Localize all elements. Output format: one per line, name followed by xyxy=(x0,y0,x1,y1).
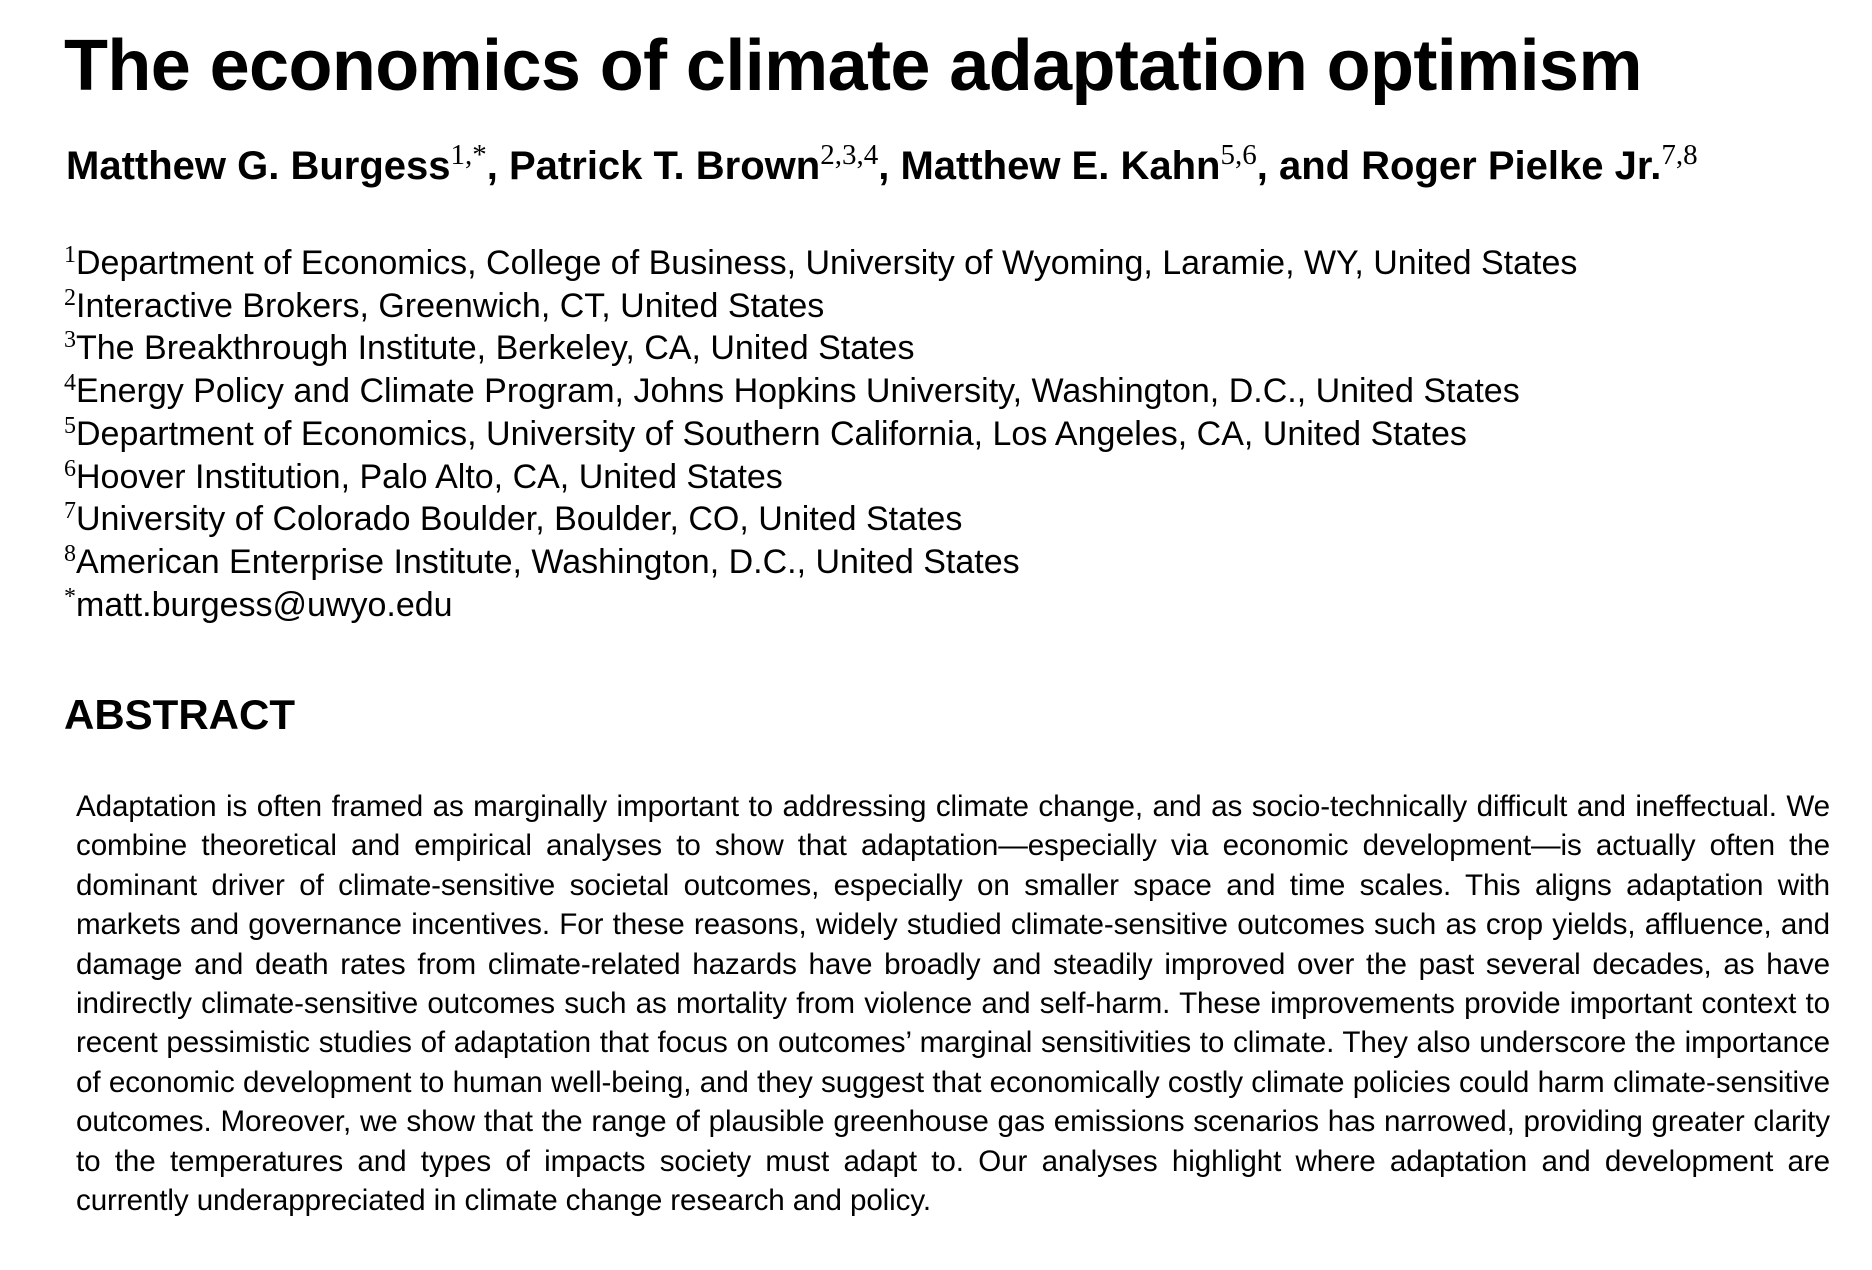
affiliation-mark: 3 xyxy=(64,327,76,354)
affiliation-item: 4Energy Policy and Climate Program, John… xyxy=(64,370,1577,413)
affiliation-mark: 5 xyxy=(64,412,76,439)
affiliation-mark: 8 xyxy=(64,540,76,567)
affiliation-text: University of Colorado Boulder, Boulder,… xyxy=(76,500,963,539)
affiliation-item: 6Hoover Institution, Palo Alto, CA, Unit… xyxy=(64,456,1577,499)
author-separator: , and xyxy=(1256,144,1362,188)
affiliation-text: The Breakthrough Institute, Berkeley, CA… xyxy=(76,329,915,368)
affiliation-text: Hoover Institution, Palo Alto, CA, Unite… xyxy=(76,457,783,496)
affiliation-item: 3The Breakthrough Institute, Berkeley, C… xyxy=(64,327,1577,370)
paper-title: The economics of climate adaptation opti… xyxy=(64,26,1642,106)
affiliation-list: 1Department of Economics, College of Bus… xyxy=(64,242,1577,626)
affiliation-item: 5Department of Economics, University of … xyxy=(64,413,1577,456)
affiliation-text: Interactive Brokers, Greenwich, CT, Unit… xyxy=(76,286,825,325)
abstract-heading: ABSTRACT xyxy=(64,691,295,738)
author-affiliation-marks: 5,6 xyxy=(1220,139,1257,171)
affiliation-mark: 4 xyxy=(64,370,76,397)
affiliation-text: Department of Economics, College of Busi… xyxy=(76,244,1578,282)
affiliation-mark: 7 xyxy=(64,498,76,525)
affiliation-mark: * xyxy=(64,583,76,610)
affiliation-item: 7University of Colorado Boulder, Boulder… xyxy=(64,498,1577,541)
author-separator: , xyxy=(878,144,901,188)
affiliation-item: 8American Enterprise Institute, Washingt… xyxy=(64,541,1577,584)
affiliation-mark: 2 xyxy=(64,284,76,311)
author-affiliation-marks: 7,8 xyxy=(1661,139,1698,171)
affiliation-text: Energy Policy and Climate Program, Johns… xyxy=(76,372,1520,411)
author-name: Matthew E. Kahn xyxy=(900,144,1221,188)
author-name: Matthew G. Burgess xyxy=(66,144,451,188)
affiliation-mark: 1 xyxy=(64,242,76,268)
affiliation-text: Department of Economics, University of S… xyxy=(76,414,1467,453)
author-separator: , xyxy=(486,144,509,188)
author-list: Matthew G. Burgess1,*, Patrick T. Brown2… xyxy=(66,138,1698,194)
author-name: Patrick T. Brown xyxy=(509,144,821,188)
author-affiliation-marks: 2,3,4 xyxy=(820,139,879,171)
abstract-text: Adaptation is often framed as marginally… xyxy=(76,790,1830,1218)
corresponding-email: matt.burgess@uwyo.edu xyxy=(76,585,453,624)
affiliation-mark: 6 xyxy=(64,455,76,482)
author-name: Roger Pielke Jr. xyxy=(1361,144,1662,188)
affiliation-text: American Enterprise Institute, Washingto… xyxy=(76,542,1020,581)
author-affiliation-marks: 1,* xyxy=(450,139,487,171)
affiliation-item: 2Interactive Brokers, Greenwich, CT, Uni… xyxy=(64,285,1577,328)
corresponding-email-item: *matt.burgess@uwyo.edu xyxy=(64,584,1577,627)
affiliation-item: 1Department of Economics, College of Bus… xyxy=(64,242,1577,285)
